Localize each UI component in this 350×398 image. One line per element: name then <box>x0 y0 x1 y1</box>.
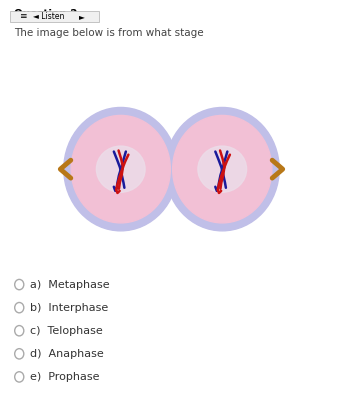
Text: b)  Interphase: b) Interphase <box>30 302 108 313</box>
Text: ◄ Listen: ◄ Listen <box>33 12 65 21</box>
Text: The image below is from what stage: The image below is from what stage <box>14 28 204 38</box>
Text: ►: ► <box>79 12 85 21</box>
Text: a)  Metaphase: a) Metaphase <box>30 279 109 290</box>
Ellipse shape <box>165 107 279 231</box>
Ellipse shape <box>173 115 272 223</box>
Ellipse shape <box>198 146 247 192</box>
Text: ≡: ≡ <box>19 12 27 21</box>
Ellipse shape <box>71 115 170 223</box>
Text: c)  Telophase: c) Telophase <box>30 326 103 336</box>
Text: e)  Prophase: e) Prophase <box>30 372 99 382</box>
FancyBboxPatch shape <box>10 11 99 22</box>
Text: Question 2: Question 2 <box>14 9 77 19</box>
Ellipse shape <box>64 107 178 231</box>
Ellipse shape <box>96 146 145 192</box>
Text: d)  Anaphase: d) Anaphase <box>30 349 104 359</box>
